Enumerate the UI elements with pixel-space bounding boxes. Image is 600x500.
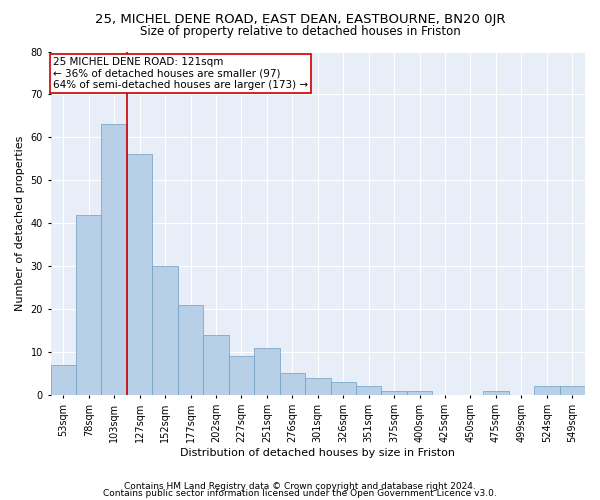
Bar <box>152 266 178 395</box>
Bar <box>254 348 280 395</box>
Text: 25 MICHEL DENE ROAD: 121sqm
← 36% of detached houses are smaller (97)
64% of sem: 25 MICHEL DENE ROAD: 121sqm ← 36% of det… <box>53 56 308 90</box>
Text: Size of property relative to detached houses in Friston: Size of property relative to detached ho… <box>140 25 460 38</box>
Bar <box>560 386 585 395</box>
Bar <box>203 334 229 395</box>
Text: Contains HM Land Registry data © Crown copyright and database right 2024.: Contains HM Land Registry data © Crown c… <box>124 482 476 491</box>
Text: Contains public sector information licensed under the Open Government Licence v3: Contains public sector information licen… <box>103 490 497 498</box>
Bar <box>50 365 76 395</box>
Bar <box>305 378 331 395</box>
Bar <box>178 304 203 395</box>
Bar <box>101 124 127 395</box>
Text: 25, MICHEL DENE ROAD, EAST DEAN, EASTBOURNE, BN20 0JR: 25, MICHEL DENE ROAD, EAST DEAN, EASTBOU… <box>95 12 505 26</box>
Bar <box>483 390 509 395</box>
Bar <box>229 356 254 395</box>
Bar <box>356 386 382 395</box>
Bar <box>76 214 101 395</box>
Bar <box>127 154 152 395</box>
X-axis label: Distribution of detached houses by size in Friston: Distribution of detached houses by size … <box>180 448 455 458</box>
Bar <box>331 382 356 395</box>
Y-axis label: Number of detached properties: Number of detached properties <box>15 136 25 311</box>
Bar <box>382 390 407 395</box>
Bar <box>407 390 433 395</box>
Bar <box>280 374 305 395</box>
Bar <box>534 386 560 395</box>
